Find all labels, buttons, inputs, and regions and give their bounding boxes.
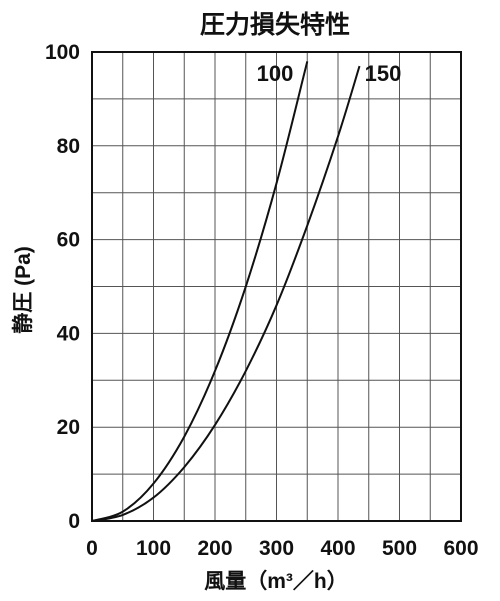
series-line-100	[91, 61, 309, 522]
x-axis-label: 風量（m³／h）	[204, 569, 348, 593]
y-tick-label: 60	[57, 229, 80, 252]
x-tick-label: 300	[259, 537, 294, 560]
y-tick-labels: 0 20 40 60 80 100	[45, 41, 80, 533]
grid	[92, 52, 461, 521]
x-tick-label: 100	[136, 537, 171, 560]
chart-title: 圧力損失特性	[200, 11, 350, 39]
y-tick-label: 100	[45, 41, 80, 64]
y-tick-label: 0	[68, 510, 80, 533]
x-tick-label: 500	[382, 537, 417, 560]
x-tick-label: 600	[443, 537, 478, 560]
series-labels: 100 150	[257, 61, 402, 86]
plot-frame	[91, 51, 462, 522]
series-label-100: 100	[257, 61, 294, 86]
series-line-150	[91, 65, 361, 522]
y-tick-label: 40	[57, 322, 80, 345]
x-tick-labels: 0 100 200 300 400 500 600	[86, 537, 478, 560]
x-tick-label: 200	[197, 537, 232, 560]
series-label-150: 150	[365, 61, 402, 86]
y-axis-label: 静圧 (Pa)	[11, 246, 35, 334]
y-tick-label: 20	[57, 416, 80, 439]
y-tick-label: 80	[57, 135, 80, 158]
curves	[91, 61, 361, 522]
x-tick-label: 400	[320, 537, 355, 560]
x-tick-label: 0	[86, 537, 98, 560]
